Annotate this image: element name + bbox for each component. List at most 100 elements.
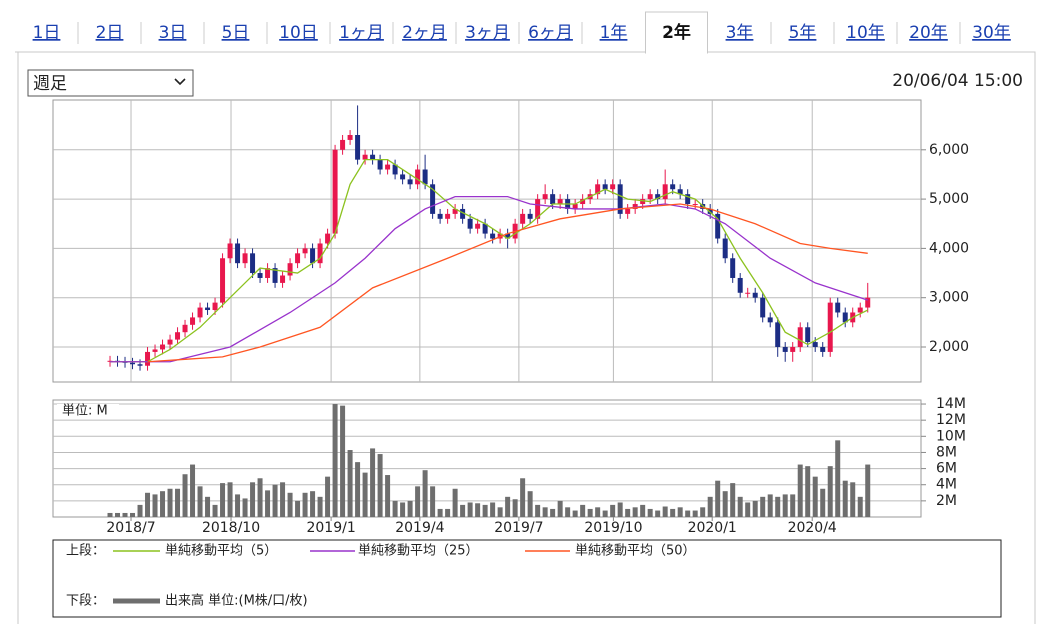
tab[interactable]: 3ヶ月	[465, 23, 510, 43]
candle-body	[842, 312, 848, 323]
candle-body	[400, 174, 406, 180]
candle-body	[370, 154, 376, 160]
candle-body	[190, 317, 196, 325]
volume-bar	[617, 502, 623, 517]
volume-bar	[160, 491, 166, 517]
volume-bar	[385, 475, 391, 517]
candle-body	[452, 208, 458, 214]
volume-bar	[152, 494, 158, 517]
volume-bar	[767, 494, 773, 517]
tab[interactable]: 2日	[96, 23, 124, 43]
unit-label: 単位: M	[62, 403, 108, 419]
candle-body	[227, 243, 233, 259]
candle-body	[340, 139, 346, 150]
candle-body	[377, 159, 383, 170]
candle-body	[212, 302, 218, 311]
chevron[interactable]	[174, 78, 186, 86]
candle-body	[152, 349, 158, 352]
tab[interactable]: 1ヶ月	[339, 23, 384, 43]
volume-bar	[475, 503, 481, 517]
volume-bar	[505, 496, 511, 517]
candle-body	[235, 243, 241, 264]
legend-upper: 上段：	[66, 544, 105, 559]
x-tick-label: 2018/7	[106, 520, 155, 536]
tab[interactable]: 1日	[33, 23, 61, 43]
candle-body	[482, 223, 488, 234]
volume-bar	[205, 496, 211, 517]
volume-bar	[865, 464, 871, 517]
tab[interactable]: 30年	[972, 23, 1011, 43]
tab[interactable]: 10年	[846, 23, 885, 43]
legend-label: 単純移動平均（50）	[575, 543, 696, 559]
volume-bar	[220, 483, 226, 517]
candle-body	[527, 213, 533, 219]
candle-body	[805, 327, 811, 343]
candle-body	[602, 184, 608, 190]
period-select[interactable]: 週足	[27, 69, 194, 97]
y-tick-label: 12M	[936, 412, 966, 428]
volume-bar	[340, 405, 346, 517]
candle-body	[242, 253, 248, 264]
candle-body	[430, 184, 436, 214]
volume-bar	[182, 474, 188, 517]
candle-body	[677, 189, 683, 195]
volume-bar	[407, 500, 413, 517]
volume-bar	[520, 478, 526, 517]
tab[interactable]: 3日	[159, 23, 187, 43]
volume-bar	[437, 508, 443, 517]
volume-bar	[662, 506, 668, 517]
select-value[interactable]: 週足	[33, 74, 67, 94]
candle-body	[460, 208, 466, 219]
volume-bar	[670, 508, 676, 517]
tab[interactable]: 1年	[600, 23, 628, 43]
tab[interactable]: 5年	[789, 23, 817, 43]
volume-bar	[565, 507, 571, 517]
select-box[interactable]	[27, 69, 194, 97]
candle-body	[730, 258, 736, 278]
volume-bar	[400, 502, 406, 517]
candle-body	[610, 184, 616, 190]
volume-bar	[715, 480, 721, 517]
y-tick-label: 6,000	[929, 142, 969, 158]
y-tick-label: 3,000	[929, 290, 969, 306]
candle-body	[580, 199, 586, 205]
timestamp: 20/06/04 15:00	[892, 71, 1023, 91]
volume-bar	[377, 454, 383, 517]
tab[interactable]: 2ヶ月	[402, 23, 447, 43]
volume-bar	[122, 512, 128, 517]
volume-bar	[677, 507, 683, 517]
x-tick-label: 2019/10	[584, 520, 642, 536]
volume-bar	[632, 507, 638, 517]
tab[interactable]: 6ヶ月	[528, 23, 573, 43]
volume-bar	[130, 512, 136, 517]
volume-bar	[602, 510, 608, 517]
volume-bar	[370, 448, 376, 517]
volume-bar	[310, 491, 316, 517]
volume-bar	[167, 488, 173, 517]
volume-bar	[752, 500, 758, 517]
candle-body	[760, 297, 766, 318]
candle-body	[197, 307, 203, 318]
volume-bar	[722, 491, 728, 517]
candle-body	[692, 204, 698, 206]
volume-bar	[355, 462, 361, 517]
candle-body	[302, 248, 308, 254]
candle-body	[520, 213, 526, 224]
volume-bar	[820, 488, 826, 517]
volume-bar	[850, 482, 856, 517]
tab[interactable]: 3年	[726, 23, 754, 43]
tab[interactable]: 10日	[279, 23, 318, 43]
candle-body	[287, 263, 293, 276]
tab[interactable]: 20年	[909, 23, 948, 43]
y-tick-label: 2M	[936, 493, 957, 509]
volume-bar	[145, 492, 151, 517]
candle-body	[797, 327, 803, 347]
candle-body	[505, 233, 511, 239]
candle-body	[752, 292, 758, 298]
candle-body	[325, 233, 331, 244]
volume-bar	[737, 496, 743, 517]
tab[interactable]: 5日	[222, 23, 250, 43]
candle-body	[182, 324, 188, 333]
candle-body	[745, 292, 751, 294]
tab[interactable]: 2年	[662, 22, 691, 43]
